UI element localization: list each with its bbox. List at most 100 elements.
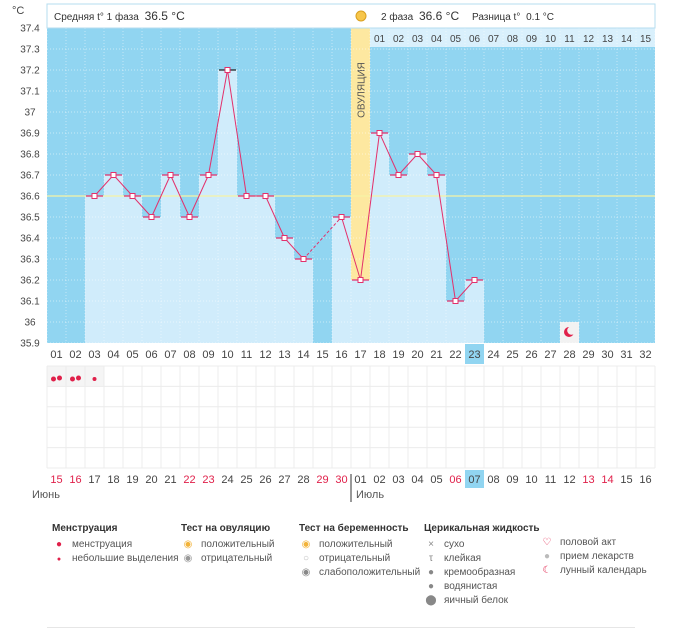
date-label: 18: [107, 474, 119, 486]
current-day-highlight: [465, 344, 484, 364]
moon-icon-cut: [567, 326, 576, 335]
temperature-line: [360, 132, 380, 281]
pregnancy-positive-icon: ◉: [301, 539, 311, 550]
temperature-point: [91, 193, 98, 199]
phase1-label: Средняя t° 1 фаза: [54, 11, 139, 23]
phase2-day-label: 15: [640, 34, 652, 45]
temperature-point: [338, 214, 345, 220]
y-tick-label: 36.2: [20, 276, 40, 287]
sun-icon: [355, 10, 367, 22]
legend-ovulation-test: Тест на овуляцию ◉ положительный ◉ отрицат…: [181, 523, 275, 564]
date-label: 12: [563, 474, 575, 486]
date-label: 07: [468, 474, 480, 486]
menstruation-row-bg: [47, 366, 104, 386]
y-tick-label: 37: [24, 108, 36, 119]
legend-menstruation: Менструация ● менструация ● небольшие выде…: [52, 523, 179, 566]
date-label: 03: [392, 474, 404, 486]
diff-value: 0.1 °C: [526, 12, 554, 23]
date-label: 25: [240, 474, 252, 486]
dry-icon: ×: [428, 539, 434, 550]
cycle-day-label: 14: [297, 349, 309, 361]
cycle-day-label: 01: [50, 349, 62, 361]
date-label: 28: [297, 474, 309, 486]
temperature-line: [303, 216, 342, 260]
drop-icon: [51, 376, 56, 382]
date-label: 21: [164, 474, 176, 486]
ovulation-band: [351, 4, 370, 343]
date-label: 26: [259, 474, 271, 486]
temperature-bar: [180, 217, 199, 343]
y-tick-label: 36.1: [20, 297, 40, 308]
temperature-line: [189, 174, 209, 218]
temperature-point: [376, 130, 383, 136]
temperature-point: [395, 172, 402, 178]
date-label: 10: [525, 474, 537, 486]
cycle-day-label: 22: [449, 349, 461, 361]
pill-icon: ●: [543, 551, 551, 562]
temperature-bar: [408, 154, 427, 343]
temperature-point: [224, 67, 231, 73]
phase2-day-label: 12: [583, 34, 595, 45]
date-label: 15: [620, 474, 632, 486]
y-tick-label: 37.2: [20, 66, 40, 77]
temperature-line: [227, 69, 247, 197]
temperature-bar: [370, 133, 389, 343]
month1-label: Июнь: [32, 489, 60, 501]
date-label: 24: [221, 474, 233, 486]
cycle-day-label: 23: [468, 349, 480, 361]
temperature-line: [398, 153, 418, 176]
temperature-point: [205, 172, 212, 178]
phase2-label: 2 фаза: [381, 11, 414, 23]
phase2-day-label: 05: [450, 34, 462, 45]
date-label: 05: [430, 474, 442, 486]
phase2-day-label: 06: [469, 34, 481, 45]
date-label: 14: [601, 474, 613, 486]
temperature-line: [341, 216, 361, 281]
phase2-day-label: 10: [545, 34, 557, 45]
phase2-value: 36.6 °C: [419, 9, 459, 23]
temperature-bar: [123, 196, 142, 343]
cycle-day-label: 03: [88, 349, 100, 361]
sticky-icon: τ: [429, 553, 433, 564]
cycle-day-label: 09: [202, 349, 214, 361]
phase2-day-label: 02: [393, 34, 405, 45]
date-label: 11: [545, 474, 556, 486]
temperature-point: [186, 214, 193, 220]
date-label: 06: [449, 474, 461, 486]
small-drop-icon: ●: [56, 556, 62, 563]
phase2-day-label: 03: [412, 34, 424, 45]
temperature-bar: [142, 217, 161, 343]
cycle-day-label: 19: [392, 349, 404, 361]
cycle-day-label: 28: [563, 349, 575, 361]
phase1-value: 36.5 °C: [145, 9, 185, 23]
cycle-day-label: 21: [430, 349, 442, 361]
month2-label: Июль: [356, 489, 384, 501]
y-tick-label: 36.9: [20, 129, 40, 140]
current-date-highlight: [465, 470, 484, 488]
cycle-day-label: 16: [335, 349, 347, 361]
cycle-day-label: 30: [601, 349, 613, 361]
cycle-day-label: 27: [544, 349, 556, 361]
date-label: 01: [354, 474, 366, 486]
legend-pregnancy-test: Тест на беременность ◉ положительный ○ отр…: [299, 523, 421, 578]
temperature-bar: [275, 238, 294, 343]
cycle-day-label: 24: [487, 349, 499, 361]
cycle-day-label: 15: [316, 349, 328, 361]
temperature-bar: [256, 196, 275, 343]
cycle-day-label: 12: [259, 349, 271, 361]
temperature-point: [262, 193, 269, 199]
drop-icon: [76, 375, 81, 381]
date-label: 02: [373, 474, 385, 486]
date-label: 04: [411, 474, 423, 486]
cycle-day-label: 11: [241, 349, 252, 361]
cycle-day-label: 26: [525, 349, 537, 361]
temperature-point: [414, 151, 421, 157]
date-label: 17: [88, 474, 100, 486]
drop-icon: ●: [55, 539, 63, 550]
pregnancy-negative-icon: ○: [302, 553, 310, 564]
date-label: 16: [69, 474, 81, 486]
cycle-day-label: 17: [354, 349, 366, 361]
cycle-day-label: 13: [278, 349, 290, 361]
temperature-bar: [351, 280, 370, 343]
